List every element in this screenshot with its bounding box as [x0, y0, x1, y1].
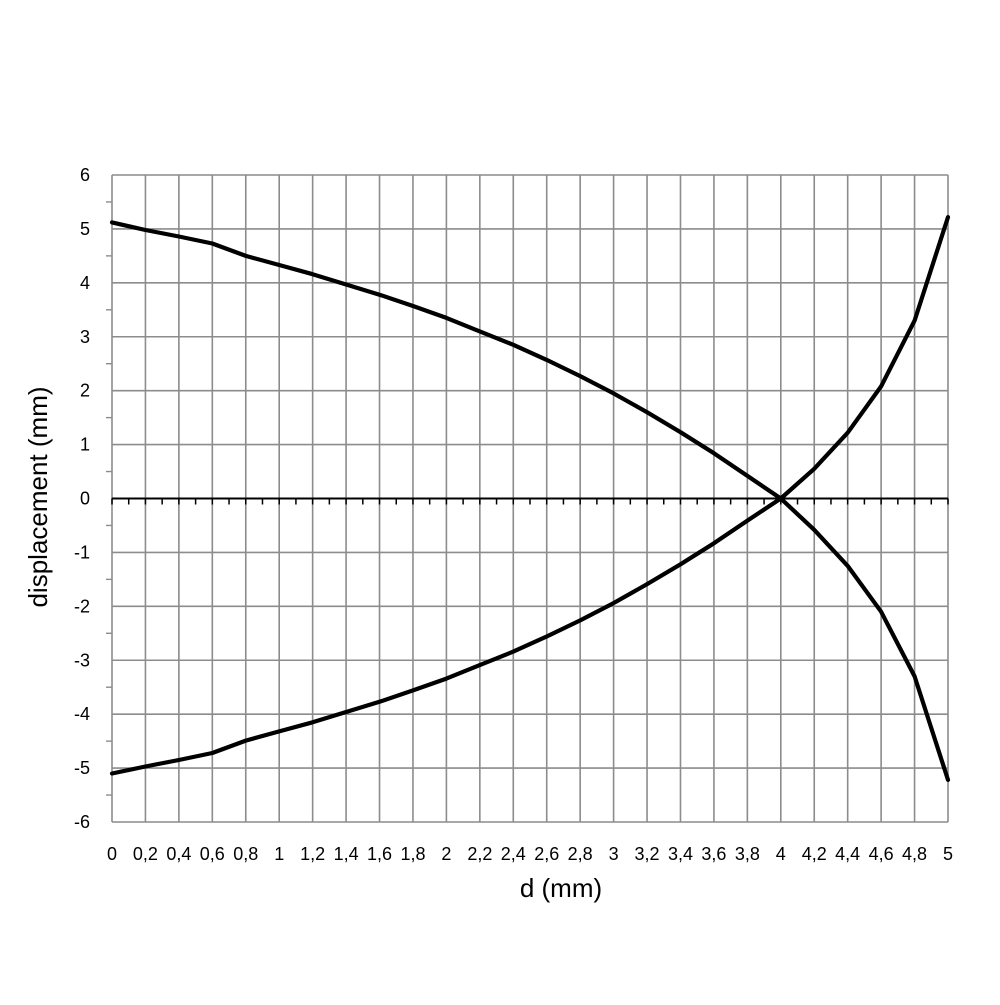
y-tick-label: -6	[74, 812, 90, 832]
y-tick-label: 5	[80, 219, 90, 239]
x-tick-label: 4,4	[835, 844, 860, 864]
x-tick-label: 0,8	[233, 844, 258, 864]
x-tick-label: 2,8	[568, 844, 593, 864]
series-line-1	[109, 220, 783, 501]
x-tick-label: 3,8	[735, 844, 760, 864]
x-tick-labels: 0 0,2 0,4 0,6 0,8 1 1,2 1,4 1,6 1,8 2 2,2 2,4 2,6 2,8 3…	[107, 844, 953, 864]
x-tick-label: 1,8	[400, 844, 425, 864]
series-line-2	[109, 496, 783, 776]
x-tick-label: 2,2	[467, 844, 492, 864]
x-tick-label: 3,2	[635, 844, 660, 864]
y-tick-label: 3	[80, 327, 90, 347]
x-tick-label: 4,6	[869, 844, 894, 864]
series-line-4	[778, 496, 951, 782]
y-tick-label: 4	[80, 273, 90, 293]
y-tick-label: 2	[80, 381, 90, 401]
y-axis-title: displacement (mm)	[23, 386, 53, 607]
y-tick-label: -1	[74, 542, 90, 562]
y-tick-label: -5	[74, 758, 90, 778]
x-tick-label: 5	[943, 844, 953, 864]
x-tick-label: 0	[107, 844, 117, 864]
x-tick-label: 1	[274, 844, 284, 864]
x-tick-label: 0,2	[133, 844, 158, 864]
y-tick-label: 1	[80, 435, 90, 455]
x-tick-label: 4,2	[802, 844, 827, 864]
x-axis-title: d (mm)	[520, 873, 602, 903]
x-tick-label: 2	[441, 844, 451, 864]
y-tick-label: -3	[74, 650, 90, 670]
y-tick-labels: 6 5 4 3 2 1 0 -1 -2 -3 -4 -5 -6	[74, 165, 90, 832]
x-tick-label: 3,4	[668, 844, 693, 864]
y-tick-label: 0	[80, 489, 90, 509]
x-tick-label: 3	[609, 844, 619, 864]
y-tick-label: 6	[80, 165, 90, 185]
x-tick-label: 1,2	[300, 844, 325, 864]
x-tick-label: 0,6	[200, 844, 225, 864]
x-tick-label: 0,4	[166, 844, 191, 864]
series-group	[109, 215, 951, 782]
x-tick-label: 2,6	[534, 844, 559, 864]
y-tick-label: -4	[74, 704, 90, 724]
x-tick-label: 4,8	[902, 844, 927, 864]
x-axis-zero-line	[111, 497, 949, 505]
series-line-3	[778, 215, 951, 501]
x-tick-label: 2,4	[501, 844, 526, 864]
x-tick-label: 1,4	[334, 844, 359, 864]
x-tick-label: 4	[776, 844, 786, 864]
y-tick-label: -2	[74, 596, 90, 616]
x-tick-label: 3,6	[701, 844, 726, 864]
x-tick-label: 1,6	[367, 844, 392, 864]
